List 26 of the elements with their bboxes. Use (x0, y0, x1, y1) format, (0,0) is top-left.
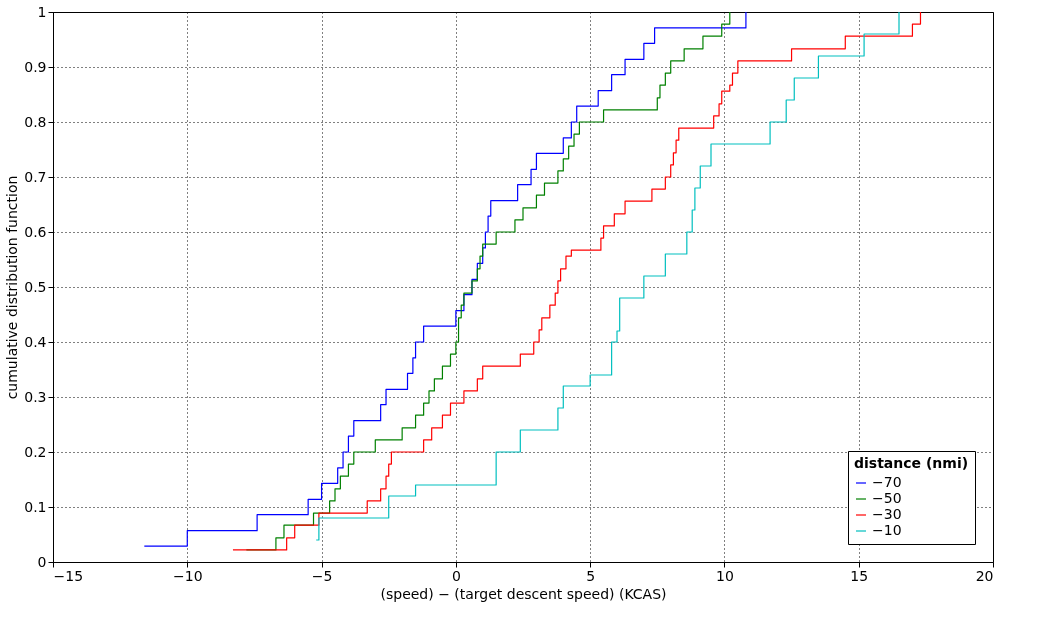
legend-label: −70 (872, 474, 902, 490)
legend-label: −50 (872, 490, 902, 506)
x-tick-label: −10 (173, 567, 203, 584)
y-tick-label: 0.7 (24, 168, 47, 185)
y-tick-label: 0.5 (24, 278, 47, 295)
x-tick-label: −5 (311, 567, 333, 584)
x-tick-label: 0 (451, 567, 461, 584)
y-tick-label: 0.2 (24, 443, 47, 460)
y-tick-label: 1 (37, 3, 47, 20)
x-tick-label: 10 (716, 567, 734, 584)
y-axis-title: cumulative distribution function (4, 175, 21, 400)
y-tick-label: 0.1 (24, 498, 47, 515)
legend-title: distance (nmi) (854, 455, 969, 471)
x-tick-label: 15 (850, 567, 869, 584)
y-tick-label: 0.8 (24, 113, 47, 130)
x-tick-label: −15 (53, 567, 84, 584)
y-tick-label: 0.4 (24, 333, 47, 350)
x-tick-label: 5 (586, 567, 596, 584)
legend-label: −10 (872, 522, 902, 538)
x-axis-title: (speed) − (target descent speed) (KCAS) (380, 585, 667, 602)
x-tick-label: 20 (975, 567, 994, 584)
y-tick-label: 0 (37, 553, 47, 570)
y-tick-label: 0.9 (24, 58, 47, 75)
y-tick-label: 0.6 (24, 223, 47, 240)
legend-label: −30 (872, 506, 902, 522)
y-tick-label: 0.3 (24, 388, 47, 405)
